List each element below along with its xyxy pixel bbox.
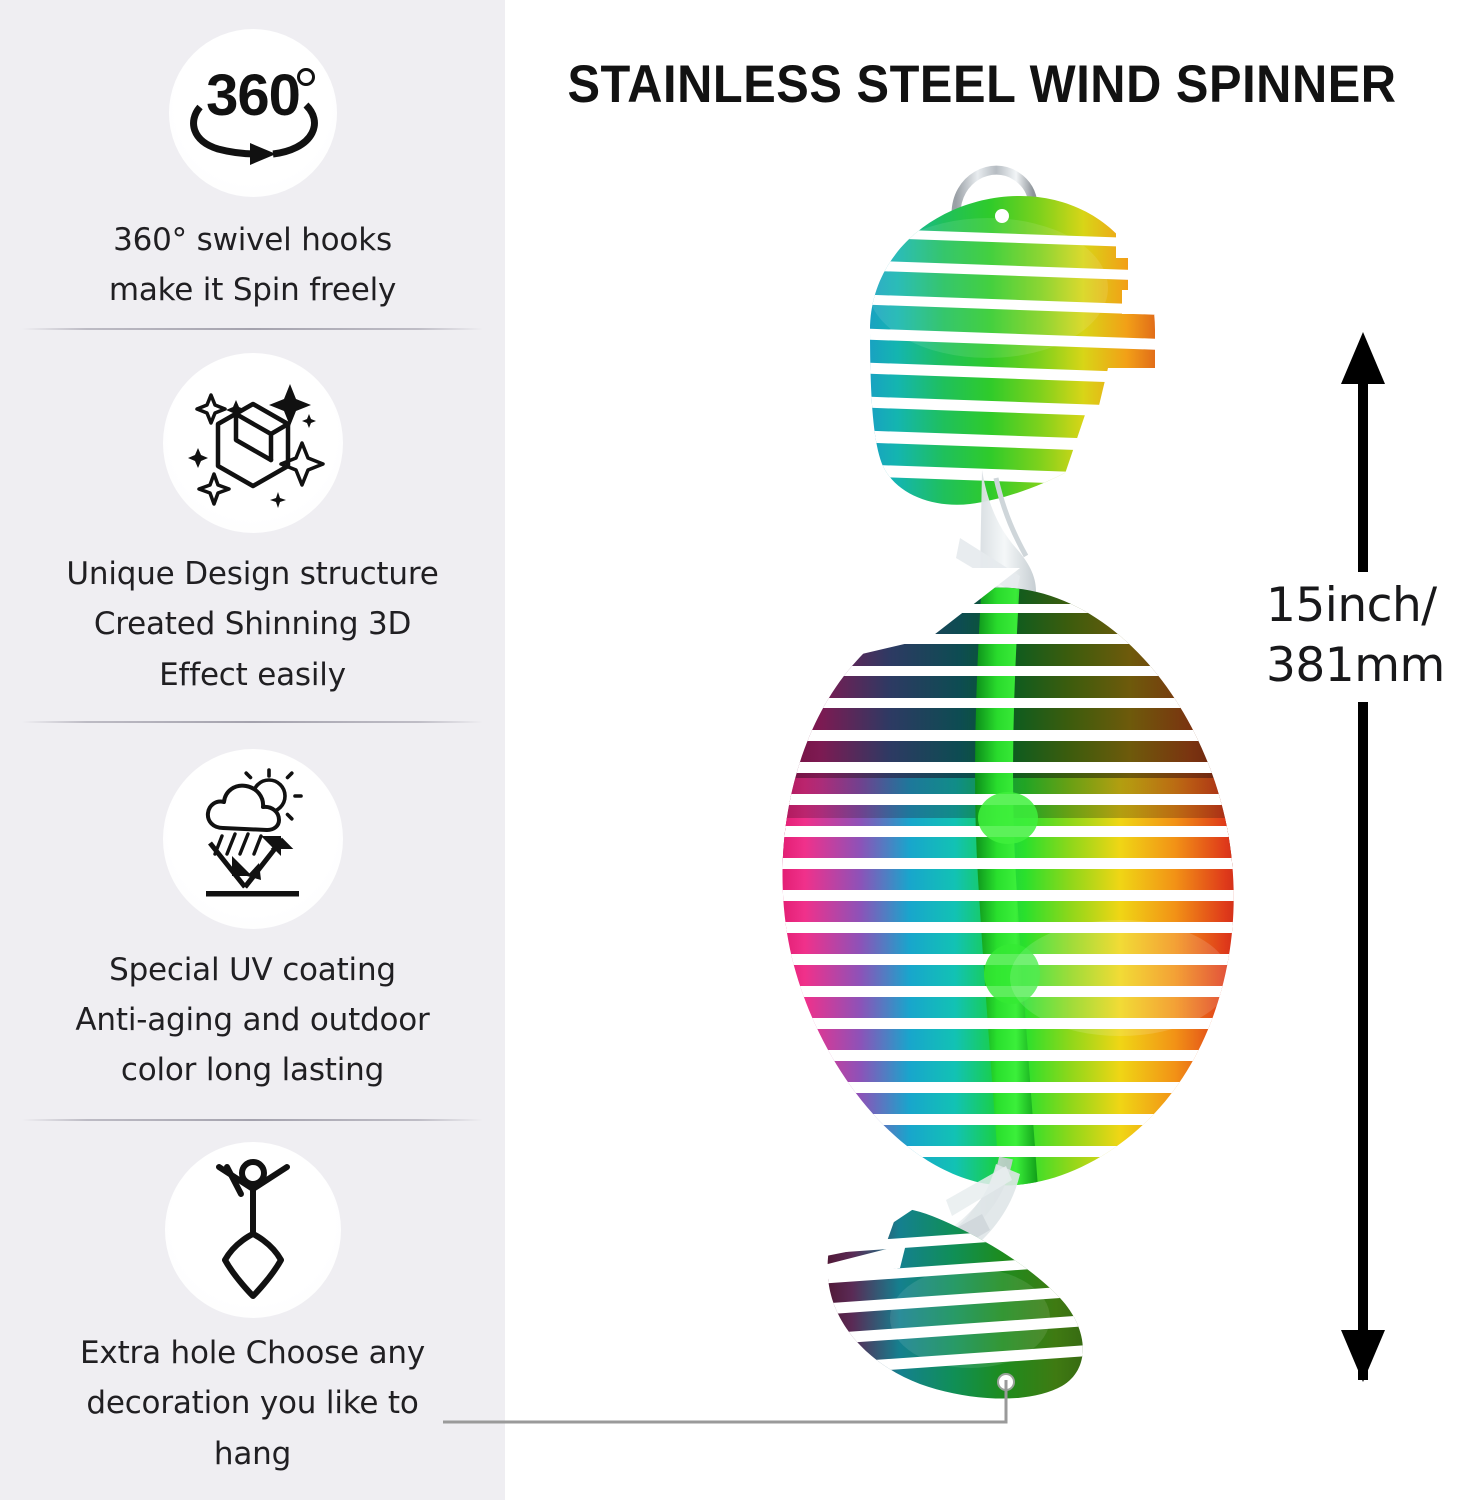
- feature-caption: Unique Design structure Created Shinning…: [66, 556, 439, 693]
- feature-sidebar: 360 360° swivel hooks make it Spin freel…: [0, 0, 505, 1500]
- 360-rotation-icon: 360: [168, 28, 337, 197]
- feature-block-extra-hole: Extra hole Choose any decoration you lik…: [0, 1121, 505, 1500]
- extra-hole-callout-line: [443, 1380, 1009, 1452]
- weather-resistant-icon: [162, 748, 343, 929]
- feature-divider: [22, 328, 483, 330]
- page-title: STAINLESS STEEL WIND SPINNER: [567, 55, 1397, 114]
- spinner-main-body: [782, 587, 1234, 1186]
- top-hanging-hole: [995, 209, 1009, 223]
- dimension-label: 15inch/ 381mm: [1266, 572, 1459, 703]
- feature-caption: 360° swivel hooks make it Spin freely: [108, 221, 397, 308]
- sparkle-cube-icon: [162, 353, 343, 534]
- wind-spinner-product-image: [720, 118, 1300, 1408]
- top-dome-step-cuts: [1050, 226, 1172, 518]
- dimension-arrow: [1341, 332, 1387, 1382]
- feature-caption: Special UV coating Anti-aging and outdoo…: [75, 951, 430, 1089]
- body-step-cuts: [760, 568, 1260, 1228]
- feature-caption: Extra hole Choose any decoration you lik…: [80, 1335, 425, 1472]
- feature-divider: [22, 1119, 483, 1121]
- bottom-dome-step-cuts: [810, 1198, 930, 1280]
- svg-text:360: 360: [206, 63, 300, 128]
- hanging-ornament-icon: [164, 1142, 341, 1319]
- feature-block-360-swivel: 360 360° swivel hooks make it Spin freel…: [0, 0, 505, 330]
- feature-block-unique-design: Unique Design structure Created Shinning…: [0, 330, 505, 723]
- feature-block-uv-coating: Special UV coating Anti-aging and outdoo…: [0, 723, 505, 1121]
- feature-divider: [22, 721, 483, 723]
